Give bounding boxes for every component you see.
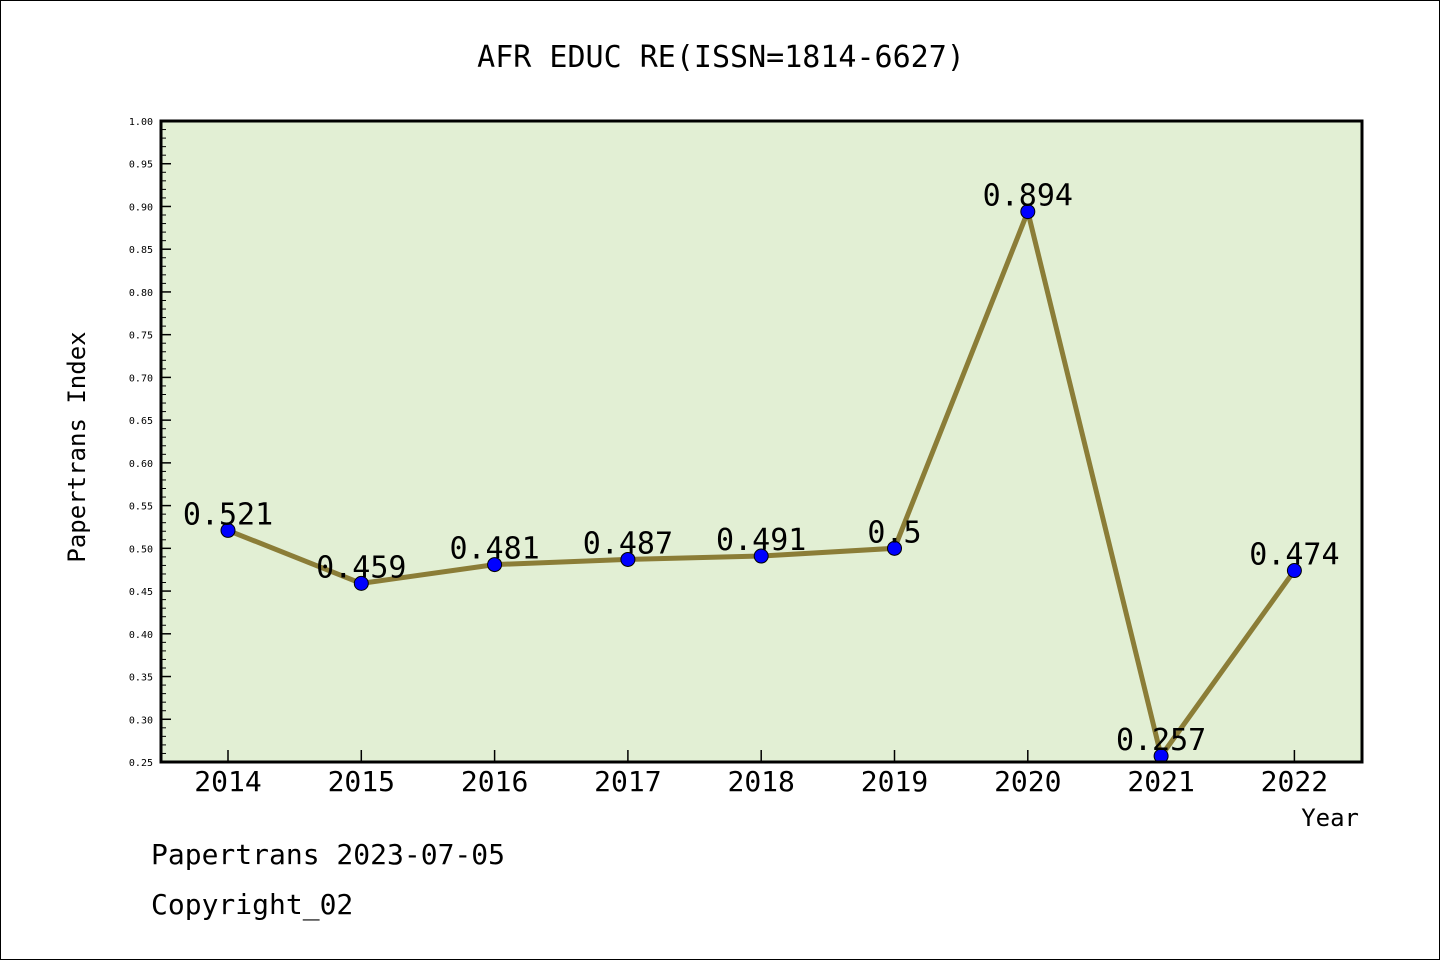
y-tick-label: 0.50 [129,544,153,555]
x-tick-label: 2017 [594,765,661,798]
data-label: 0.491 [716,523,806,558]
data-point [620,551,636,567]
data-point [887,540,902,556]
y-tick-label: 0.75 [129,331,153,342]
data-point [487,557,503,573]
y-tick-label: 0.65 [129,416,153,427]
y-tick-label: 0.45 [129,587,153,598]
y-tick-label: 0.35 [129,673,153,684]
x-tick-label: 2015 [328,765,395,798]
y-axis-title: Papertrans Index [63,331,91,562]
data-label: 0.257 [1116,723,1206,758]
data-label: 0.521 [183,497,273,532]
y-tick-label: 0.70 [129,373,153,384]
y-tick-label: 0.40 [129,630,153,641]
data-point [220,522,236,538]
x-tick-label: 2022 [1261,765,1328,798]
y-tick-label: 0.55 [129,502,153,513]
y-tick-label: 0.90 [129,202,153,213]
y-tick-label: 0.30 [129,715,153,726]
data-label: 0.474 [1249,538,1339,573]
data-label: 0.5 [867,515,921,550]
x-tick-label: 2021 [1127,765,1194,798]
data-point [753,548,769,564]
footer-copyright: Copyright_02 [151,888,353,922]
x-tick-label: 2018 [727,765,794,798]
y-tick-label: 0.25 [129,758,153,769]
x-tick-label: 2016 [461,765,528,798]
data-point [1286,563,1302,579]
x-tick-label: 2020 [994,765,1061,798]
data-label: 0.487 [583,526,673,561]
data-label: 0.894 [983,179,1073,214]
y-tick-label: 1.00 [129,117,153,128]
x-tick-label: 2014 [194,765,261,798]
x-tick-label: 2019 [861,765,928,798]
y-tick-label: 0.95 [129,160,153,171]
x-axis-ticks: 2014 2015 2016 2017 2018 2019 2020 2021 2022 [194,750,1328,798]
plot-border [159,119,1364,764]
data-labels: 0.521 0.459 0.481 0.487 0.491 0.5 0.894 0.257 0.… [183,179,1340,758]
chart-title: AFR EDUC RE(ISSN=1814-6627) [477,40,965,75]
y-tick-label: 0.85 [129,245,153,256]
x-axis-title: Year [1301,804,1359,832]
data-label: 0.481 [449,532,539,567]
data-label: 0.459 [316,550,406,585]
y-tick-label: 0.60 [129,459,153,470]
plot-area [161,121,1362,762]
data-point [353,575,369,591]
data-point [1020,204,1036,220]
footer-date: Papertrans 2023-07-05 [151,838,505,871]
series-markers [220,204,1302,764]
y-tick-label: 0.80 [129,288,153,299]
